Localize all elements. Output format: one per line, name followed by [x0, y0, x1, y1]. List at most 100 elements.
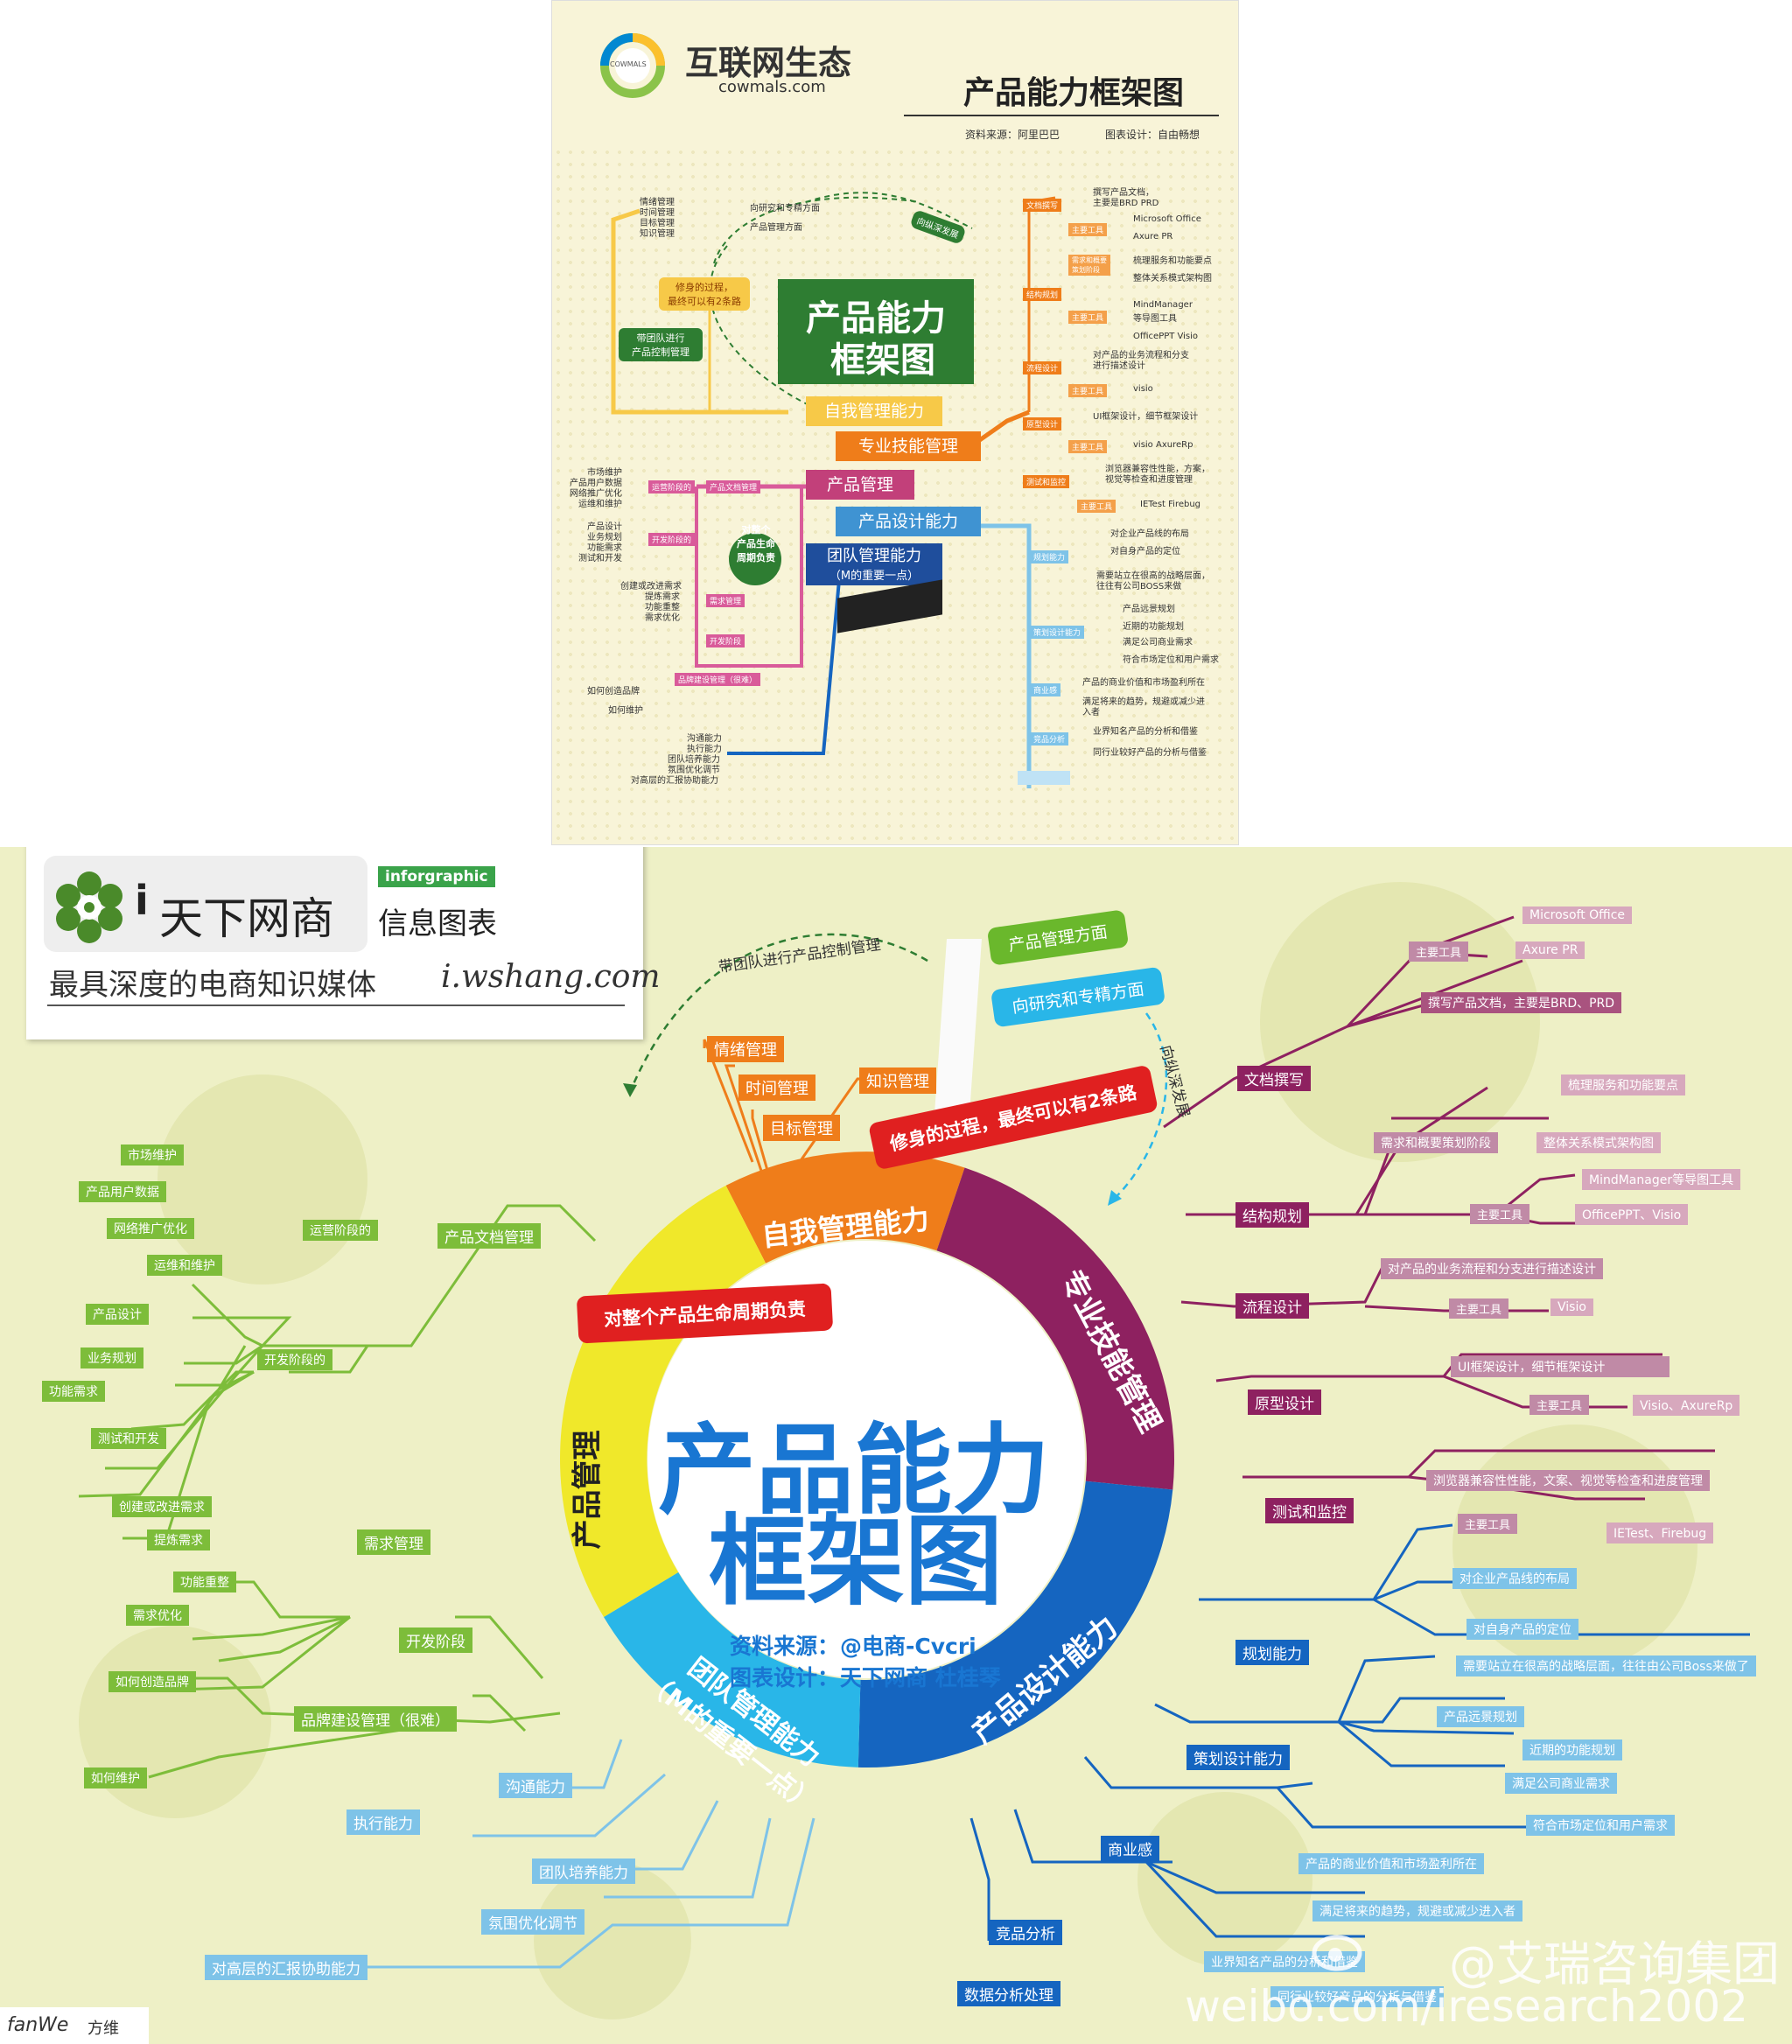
top-infographic: COWMALS 互联网生态 cowmals.com 产品能力框架图 资料来源：阿…: [551, 0, 1239, 845]
design-strategy-item: 产品远景规划: [1437, 1706, 1524, 1727]
brand-logo-text: COWMALS: [610, 60, 647, 68]
pro-tag-tool: 主要工具: [1068, 384, 1108, 397]
req-tag: 需求管理: [706, 594, 746, 607]
req-item: 创建或改进需求: [620, 582, 682, 592]
footer-name: 方维: [88, 2020, 119, 2038]
lifecycle-circle-text: 对整个 产品生命 周期负责: [737, 524, 775, 564]
pm-brand-item: 如何维护: [84, 1768, 147, 1788]
pm-ops-item: 市场维护: [587, 468, 622, 478]
self-item: 时间管理: [640, 208, 675, 218]
pro-proto-item: UI框架设计，细节框架设计: [1093, 412, 1199, 422]
pro-tool-tag: 主要工具: [1470, 1204, 1530, 1224]
pro-tag-struct: 结构规划: [1023, 288, 1062, 301]
team-item: 执行能力: [687, 745, 722, 754]
req-item: 提炼需求: [645, 592, 680, 602]
tag-daituandui: 带团队进行 产品控制管理: [619, 328, 703, 361]
design-data: 数据分析处理: [957, 1981, 1060, 2006]
self-item: 知识管理: [640, 229, 675, 239]
pro-tool-tag: 主要工具: [1449, 1298, 1509, 1319]
pro-tag-proto: 原型设计: [1023, 417, 1062, 430]
pro-tag-tool: 主要工具: [1068, 223, 1108, 236]
design-plan-item: 对企业产品线的布局: [1110, 529, 1189, 539]
center-title-line1: 产品能力: [806, 298, 946, 339]
design-comp-item: 业界知名产品的分析和借鉴: [1093, 727, 1198, 737]
weibo-watermark-icon: [1312, 1935, 1362, 1971]
pro-test-item: 浏览器兼容性性能，方案，: [1105, 465, 1210, 474]
pm-dev-item: 功能需求: [587, 543, 622, 553]
design-strategy-item: 近期的功能规划: [1522, 1740, 1622, 1760]
pro-tag-stage: 需求和概要 策划阶段: [1068, 255, 1110, 276]
logo-name: 天下网商: [159, 893, 334, 944]
pro-stage-item: 梳理服务和功能要点: [1133, 256, 1212, 266]
center-title-block: [778, 279, 974, 384]
bottom-title-line2: 框架图: [709, 1505, 1003, 1619]
step-self-management: 自我管理能力: [806, 396, 942, 426]
design-tag-plan: 规划能力: [1030, 550, 1069, 564]
step-product-management: 产品管理: [806, 470, 914, 500]
pro-tool-item: Microsoft Office: [1133, 214, 1201, 224]
logo-sub: 信息图表: [378, 906, 497, 942]
pro-struct: 结构规划: [1236, 1202, 1309, 1228]
bottom-source-value: @电商-Cvcri: [840, 1634, 976, 1659]
brand-tag: 品牌建设管理（很难）: [675, 673, 761, 686]
pro-tag-flow: 流程设计: [1023, 361, 1062, 374]
pro-flow-item: 对产品的业务流程和分支: [1093, 351, 1189, 360]
pro-tool-item: IETest Firebug: [1140, 500, 1201, 509]
pm-tag-doc: 产品文档管理: [706, 480, 761, 494]
bottom-connector-lines: [78, 915, 1750, 1969]
pro-struct-item: 梳理服务和功能要点: [1561, 1074, 1685, 1096]
bottom-infographic: i 天下网商 inforgraphic 信息图表 最具深度的电商知识媒体 i.w…: [0, 847, 1792, 2044]
pro-tool-item: MindManager: [1133, 300, 1193, 310]
pm-ops-item: 产品用户数据: [570, 479, 622, 488]
bottom-source-label: 资料来源：: [730, 1634, 840, 1659]
pm-dev-item: 业务规划: [587, 533, 622, 542]
design-biz: 商业感: [1101, 1836, 1159, 1861]
logo-badge: inforgraphic: [378, 866, 495, 887]
pro-doc-item: 主要是BRD PRD: [1093, 199, 1159, 208]
pro-doc-tool: Axure PR: [1516, 942, 1586, 959]
pro-tool-item: OfficePPT Visio: [1133, 332, 1199, 341]
pm-dev-item: 测试和开发: [578, 554, 622, 564]
pm-dev: 开发阶段的: [257, 1349, 332, 1370]
design-tag-comp: 竞品分析: [1030, 732, 1069, 746]
pro-struct-tool: OfficePPT、Visio: [1575, 1204, 1689, 1225]
watermark-weibo: weibo.com/iresearch2002: [1185, 1981, 1748, 2032]
design-plan-item: 对企业产品线的布局: [1452, 1568, 1577, 1589]
logo-divider: [47, 1004, 625, 1006]
design-biz-item: 满足将来的趋势，规避或减少进: [1082, 697, 1205, 707]
page-title: 产品能力框架图: [963, 75, 1185, 111]
wshang-logo-box: i 天下网商 inforgraphic 信息图表 最具深度的电商知识媒体 i.w…: [26, 847, 661, 1040]
brand-item: 如何创造品牌: [587, 687, 640, 696]
pro-proto-desc: UI框架设计，细节框架设计: [1451, 1356, 1670, 1377]
team-item: 沟通能力: [687, 734, 722, 744]
design-strategy-item: 满足公司商业需求: [1123, 638, 1193, 648]
design-empty-tag: [1018, 771, 1070, 785]
design-biz-item: 产品的商业价值和市场盈利所在: [1298, 1853, 1484, 1874]
pro-tool-item: 等导图工具: [1133, 314, 1177, 324]
pm-req: 需求管理: [357, 1530, 430, 1555]
pm-dev-item: 测试和开发: [91, 1428, 166, 1449]
pro-struct-stage: 需求和概要策划阶段: [1374, 1132, 1498, 1153]
logo-url: i.wshang.com: [441, 959, 661, 995]
req-item: 需求优化: [645, 613, 680, 623]
title-divider: [904, 115, 1219, 116]
pro-struct-item: 整体关系模式架构图: [1536, 1132, 1661, 1153]
self-item-time: 时间管理: [738, 1074, 816, 1101]
req-item: 功能重整: [645, 603, 680, 612]
pm-devstage: 开发阶段: [399, 1628, 472, 1653]
pro-doc: 文档撰写: [1237, 1066, 1311, 1091]
pm-ops-item: 网络推广优化: [107, 1218, 194, 1239]
design-plan-item: 需要站立在很高的战略层面，: [1096, 571, 1210, 581]
pro-tool-tag: 主要工具: [1530, 1395, 1590, 1415]
step-team-label: 团队管理能力: [827, 547, 921, 565]
pm-doc: 产品文档管理: [438, 1223, 541, 1249]
self-item: 情绪管理: [640, 198, 675, 207]
team-item: 氛围优化调节: [668, 766, 720, 775]
footer-logo-bg: [0, 2007, 149, 2044]
pm-dev-item: 产品设计: [86, 1304, 149, 1325]
pro-tool-item: Axure PR: [1133, 232, 1173, 242]
pm-tag-ops: 运营阶段的: [648, 480, 696, 494]
design-plan-item: 需要站立在很高的战略层面，往往由公司Boss来做了: [1456, 1656, 1756, 1676]
design-strategy-item: 符合市场定位和用户需求: [1526, 1815, 1675, 1836]
pm-ops-item: 运维和维护: [578, 500, 622, 509]
